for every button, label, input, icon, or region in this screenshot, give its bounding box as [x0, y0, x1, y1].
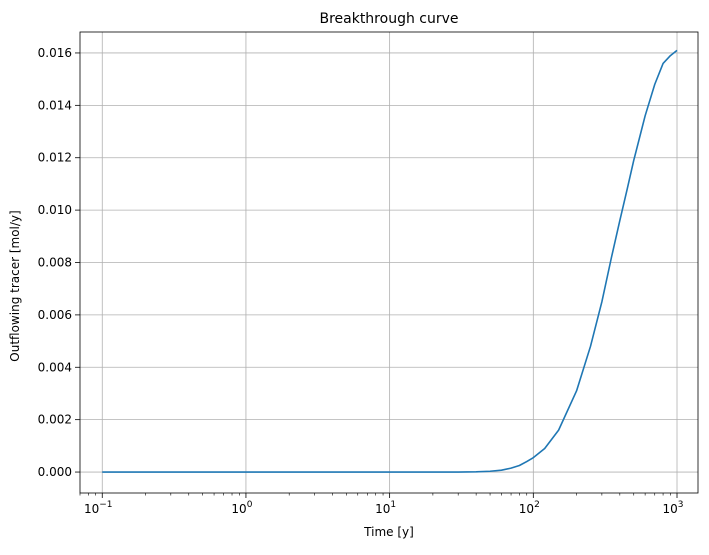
y-tick-label: 0.006	[38, 308, 72, 322]
x-tick-label: 102	[519, 500, 540, 516]
x-tick-label: 103	[662, 500, 683, 516]
chart-title: Breakthrough curve	[319, 11, 458, 27]
y-tick-label: 0.000	[38, 465, 72, 479]
y-axis-label: Outflowing tracer [mol/y]	[8, 210, 22, 361]
y-tick-label: 0.010	[38, 203, 72, 217]
axes: 10−1 100 101 102 103 0.000 0.002 0.004 0.006 0.00…	[38, 31, 699, 516]
series-line	[102, 49, 678, 473]
y-tick-label: 0.014	[38, 98, 72, 112]
series-layer	[102, 49, 678, 473]
x-tick-label: 101	[375, 500, 396, 516]
y-tick-label: 0.012	[38, 151, 72, 165]
y-tick-label: 0.008	[38, 256, 72, 270]
y-tick-label: 0.016	[38, 46, 72, 60]
x-tick-label: 10−1	[84, 500, 113, 516]
y-tick-label: 0.004	[38, 360, 72, 374]
x-tick-label: 100	[231, 500, 252, 516]
x-axis-label: Time [y]	[363, 525, 414, 539]
y-tick-label: 0.002	[38, 413, 72, 427]
grid	[80, 32, 698, 493]
